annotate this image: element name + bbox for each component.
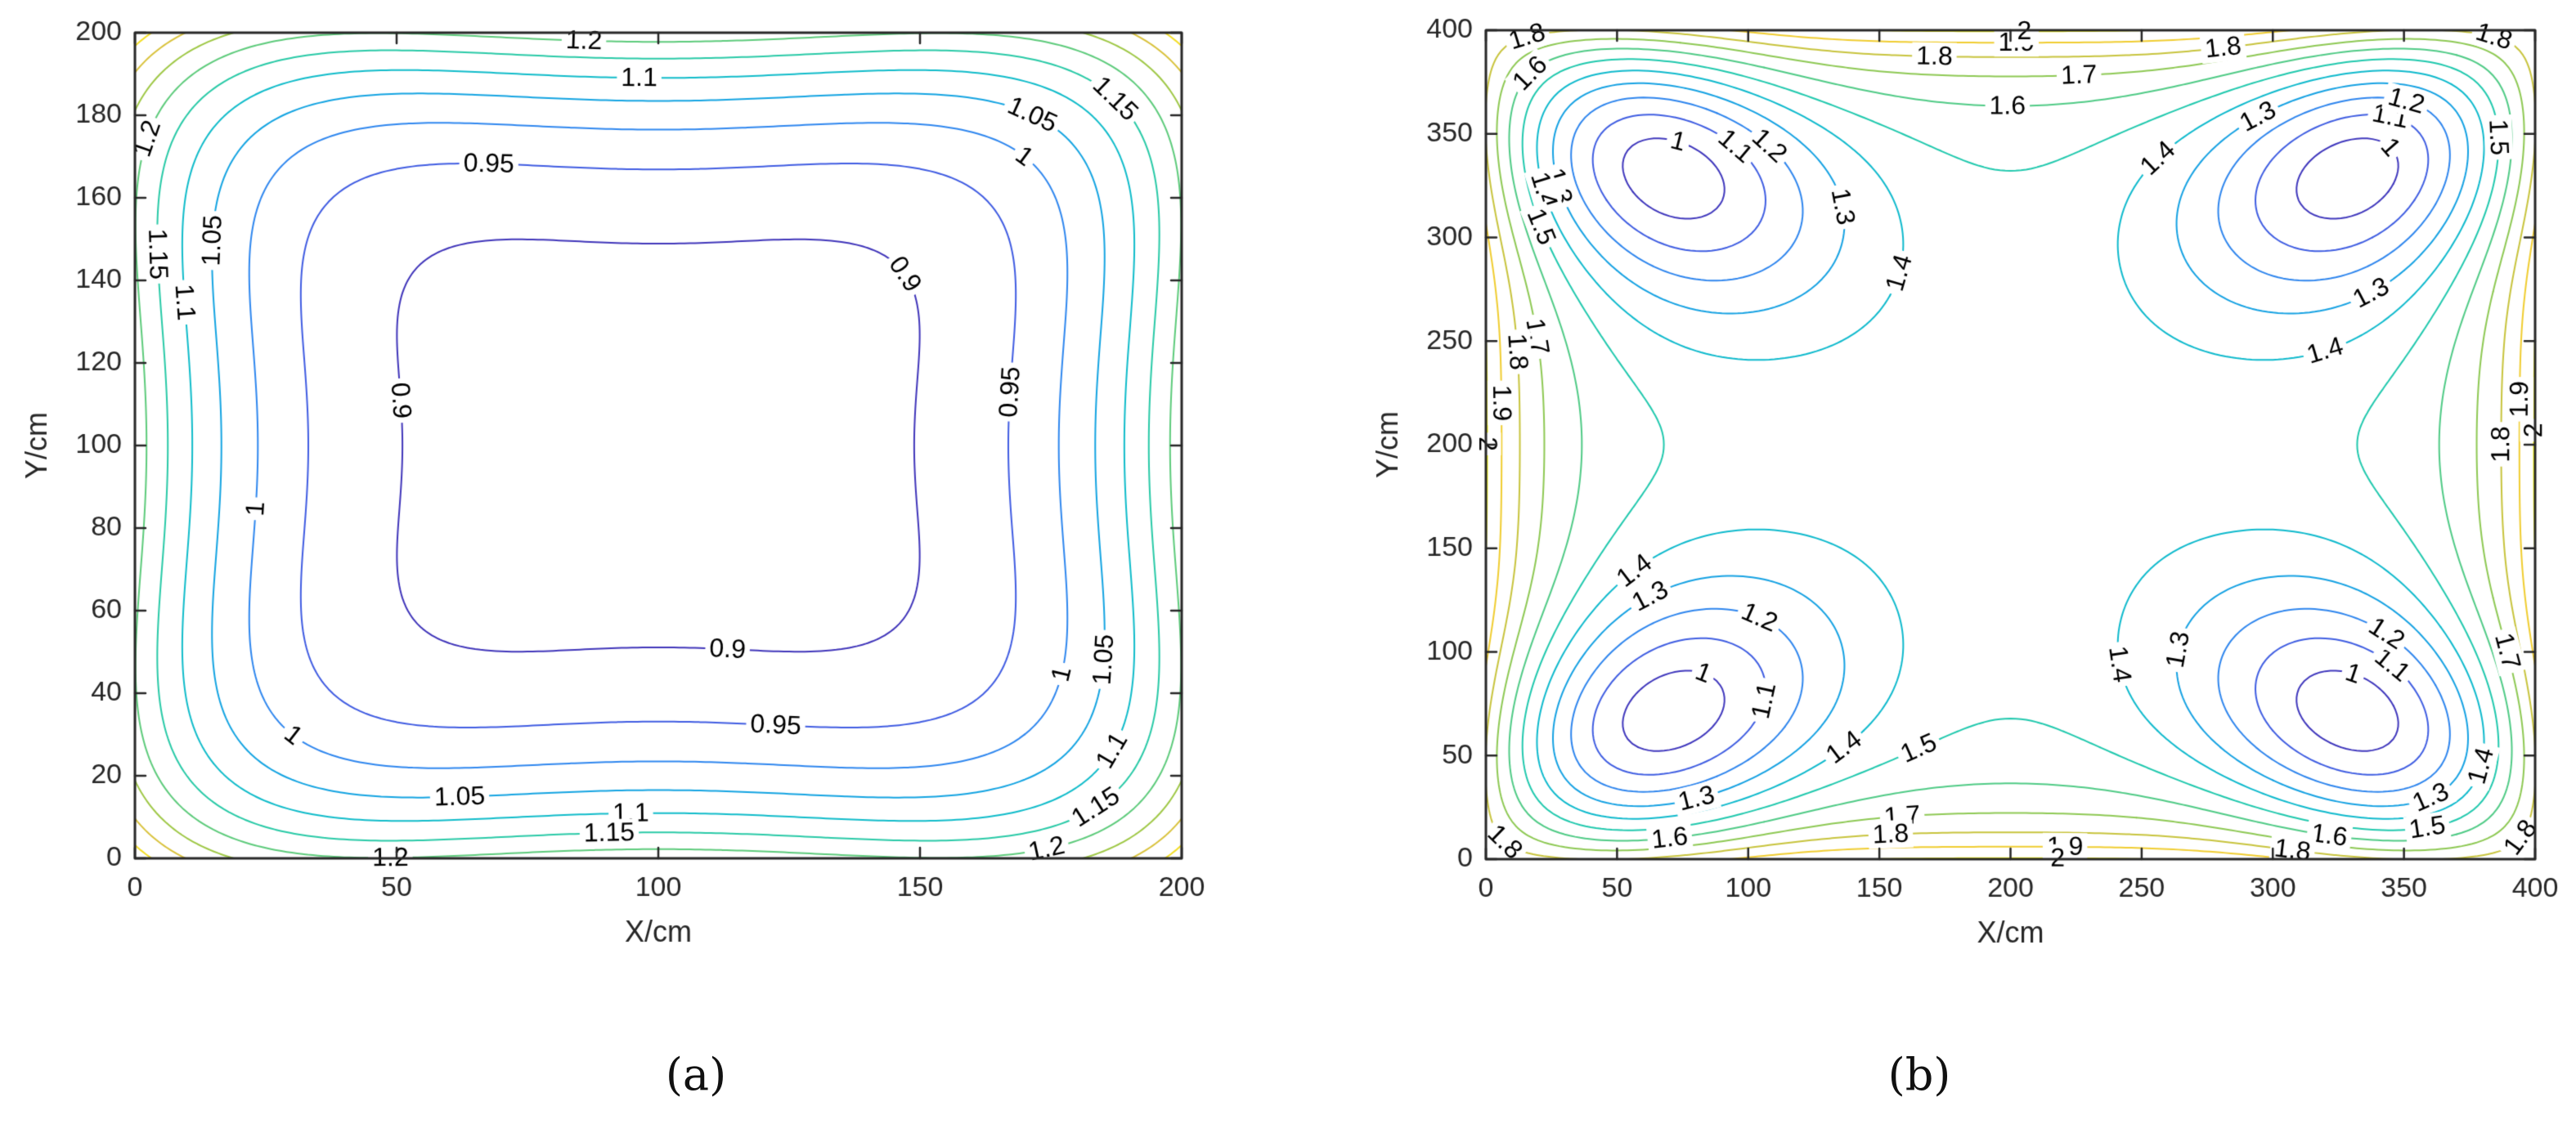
caption-a: (a)	[665, 1049, 727, 1100]
caption-b: (b)	[1887, 1049, 1951, 1100]
contour-plot-b	[1288, 0, 2576, 1014]
contour-plot-a	[0, 0, 1288, 1014]
